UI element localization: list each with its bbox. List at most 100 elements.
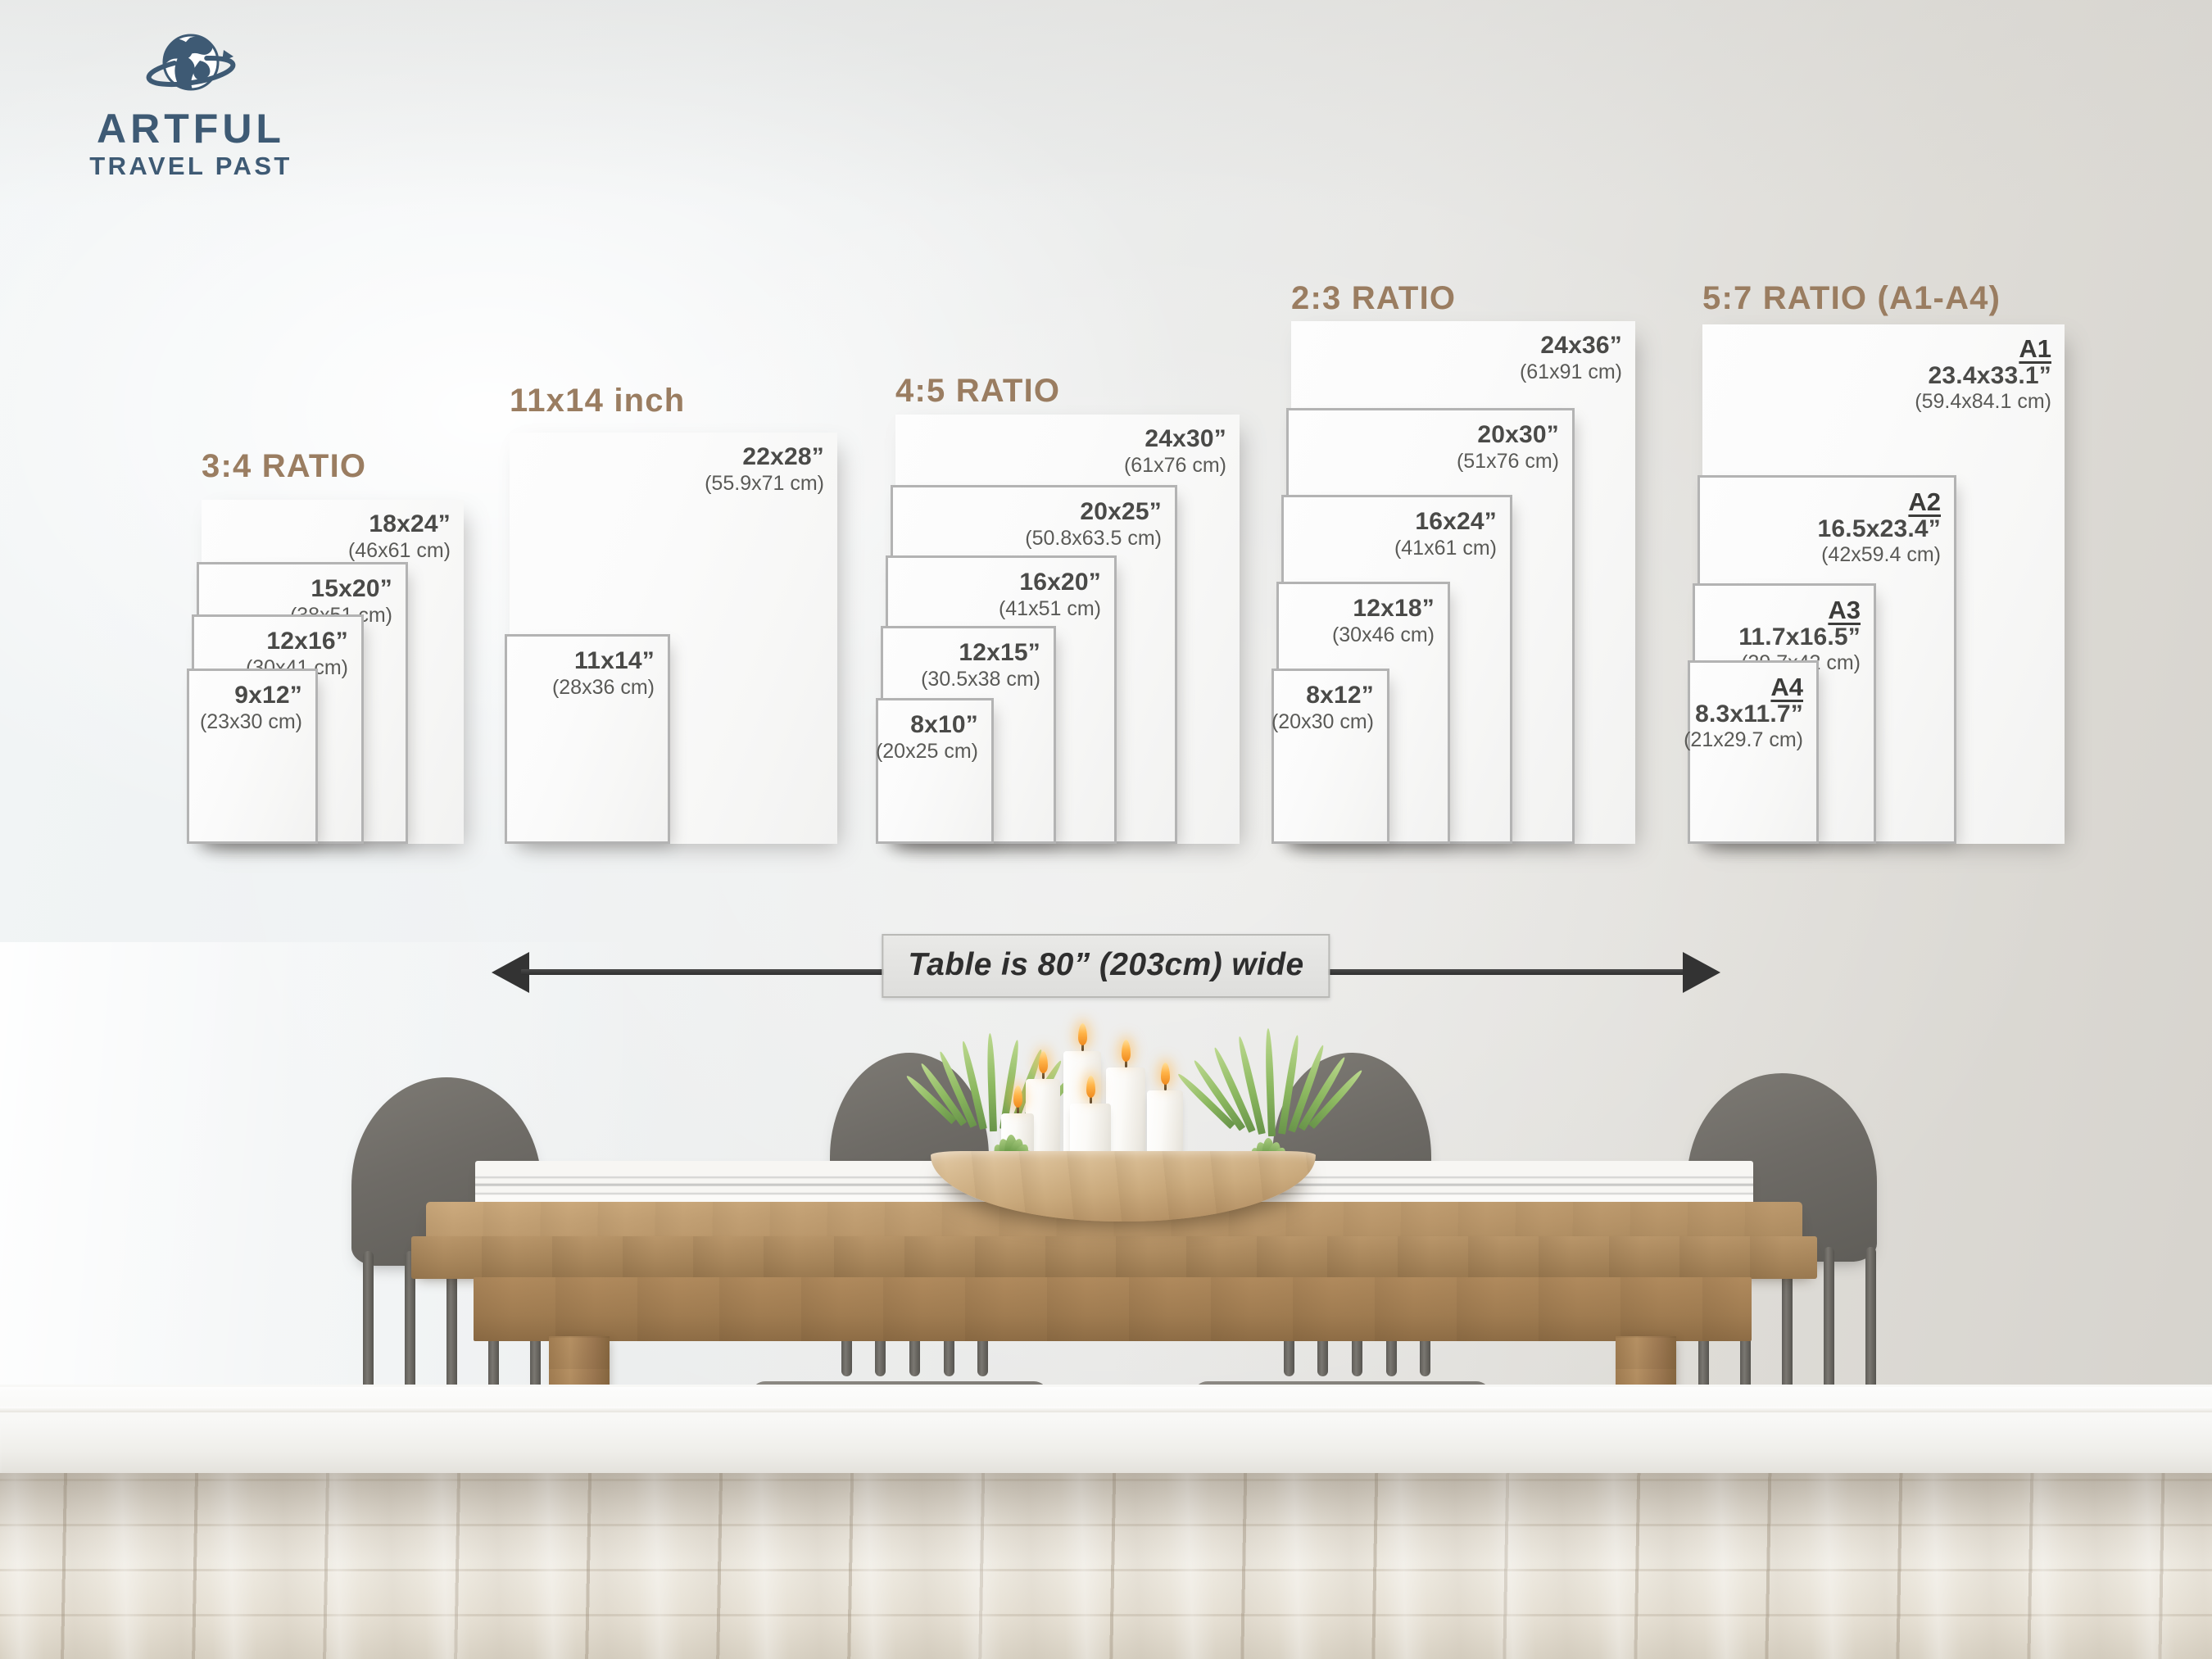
- frame-size-inches: 16x20”: [1019, 569, 1101, 596]
- frame-label: 8x12” (20x30 cm): [1271, 682, 1374, 734]
- frame-label: 20x30” (51x76 cm): [1457, 422, 1559, 474]
- candle-flame: [1038, 1051, 1048, 1073]
- frame-inch-11x14-1[interactable]: 11x14” (28x36 cm): [505, 634, 670, 844]
- frame-size-inches: 8.3x11.7”: [1695, 700, 1803, 728]
- frame-size-inches: 20x30”: [1477, 421, 1559, 448]
- frame-size-inches: 22x28”: [742, 443, 824, 470]
- chair-spindle: [1782, 1247, 1793, 1411]
- brand-logo[interactable]: ARTFUL TRAVEL PAST: [56, 25, 326, 179]
- frame-size-cm: (51x76 cm): [1456, 449, 1559, 473]
- candle-flame: [1160, 1063, 1170, 1085]
- measure-label-box: Table is 80” (203cm) wide: [882, 934, 1330, 998]
- pillar-candle: [1147, 1090, 1183, 1163]
- globe-orbit-icon: [56, 25, 326, 108]
- frame-size-code: A2: [1908, 487, 1941, 516]
- frame-size-cm: (23x30 cm): [199, 709, 302, 733]
- frame-size-cm: (42x59.4 cm): [1821, 543, 1941, 567]
- frame-label: 16x20” (41x51 cm): [999, 569, 1101, 621]
- frame-label: 24x36” (61x91 cm): [1520, 333, 1622, 384]
- frame-label: 9x12” (23x30 cm): [200, 682, 302, 734]
- chair-spindle: [1865, 1247, 1877, 1411]
- frame-label: 18x24” (46x61 cm): [348, 511, 451, 563]
- frame-size-cm: (30.5x38 cm): [921, 667, 1040, 691]
- frame-label: 12x16” (30x41 cm): [246, 628, 348, 680]
- frame-label: 22x28” (55.9x71 cm): [705, 444, 824, 496]
- frame-label: 11x14” (28x36 cm): [552, 648, 655, 700]
- table-edge: [411, 1236, 1817, 1279]
- frame-size-inches: 16.5x23.4”: [1817, 514, 1941, 542]
- frame-ratio-3-4-3[interactable]: 9x12” (23x30 cm): [187, 669, 318, 844]
- frame-label: 12x18” (30x46 cm): [1332, 596, 1435, 647]
- group-title-ratio-4-5: 4:5 RATIO: [895, 373, 1061, 409]
- candle-wick: [1041, 1072, 1045, 1079]
- frame-size-cm: (30x46 cm): [1331, 623, 1435, 646]
- candle-wick: [1089, 1096, 1092, 1104]
- baseboard: [0, 1385, 2212, 1476]
- frame-size-cm: (55.9x71 cm): [705, 471, 824, 495]
- frame-size-inches: 11.7x16.5”: [1738, 623, 1861, 650]
- frame-size-code: A1: [2019, 334, 2051, 363]
- frame-size-inches: 12x18”: [1353, 595, 1435, 622]
- candle-flame: [1013, 1086, 1022, 1108]
- group-title-ratio-5-7: 5:7 RATIO (A1-A4): [1702, 280, 2001, 316]
- frame-size-cm: (41x51 cm): [998, 596, 1101, 620]
- frame-size-cm: (41x61 cm): [1394, 536, 1497, 560]
- frame-label: A1 23.4x33.1” (59.4x84.1 cm): [1915, 334, 2051, 414]
- measure-label: Table is 80” (203cm) wide: [908, 947, 1304, 982]
- frame-size-inches: 16x24”: [1415, 508, 1497, 535]
- candle-wick: [1081, 1044, 1084, 1051]
- frame-label: 20x25” (50.8x63.5 cm): [1025, 499, 1162, 551]
- arrow-right-icon: [1683, 952, 1720, 993]
- frame-size-cm: (46x61 cm): [347, 538, 451, 562]
- frame-size-inches: 24x36”: [1540, 332, 1622, 359]
- candle-wick: [1163, 1083, 1167, 1090]
- frame-size-cm: (61x76 cm): [1123, 453, 1226, 477]
- chair-spindle: [446, 1251, 457, 1415]
- frame-label: 24x30” (61x76 cm): [1124, 426, 1226, 478]
- candle-flame: [1077, 1023, 1087, 1045]
- frame-size-inches: 12x16”: [266, 628, 348, 655]
- table-width-measure: Table is 80” (203cm) wide: [492, 934, 1720, 999]
- candle-flame: [1086, 1076, 1095, 1098]
- frame-label: 8x10” (20x25 cm): [876, 712, 978, 764]
- frame-size-inches: 9x12”: [234, 682, 302, 709]
- table-apron: [474, 1277, 1752, 1341]
- frame-size-inches: 23.4x33.1”: [1928, 361, 2051, 389]
- frame-label: 16x24” (41x61 cm): [1394, 509, 1497, 560]
- frame-size-inches: 18x24”: [369, 510, 451, 537]
- frame-size-code: A4: [1770, 673, 1803, 701]
- candle-wick: [1016, 1106, 1019, 1113]
- frame-ratio-2-3-4[interactable]: 8x12” (20x30 cm): [1271, 669, 1389, 844]
- wooden-bowl: [931, 1151, 1316, 1222]
- frame-label: A2 16.5x23.4” (42x59.4 cm): [1817, 487, 1941, 567]
- frame-size-cm: (28x36 cm): [551, 675, 655, 699]
- chair-spindle: [362, 1251, 374, 1415]
- frame-size-inches: 12x15”: [959, 639, 1040, 666]
- frame-size-code: A3: [1828, 596, 1861, 624]
- candle-wick: [1124, 1060, 1127, 1067]
- frame-size-inches: 20x25”: [1080, 498, 1162, 525]
- group-title-ratio-2-3: 2:3 RATIO: [1291, 280, 1457, 316]
- frame-size-cm: (50.8x63.5 cm): [1025, 526, 1162, 550]
- frame-size-inches: 15x20”: [310, 575, 392, 602]
- frame-size-cm: (59.4x84.1 cm): [1915, 390, 2051, 414]
- frame-ratio-5-7-3[interactable]: A4 8.3x11.7” (21x29.7 cm): [1684, 660, 1819, 844]
- chair-spindle: [1824, 1247, 1835, 1411]
- frame-label: A4 8.3x11.7” (21x29.7 cm): [1684, 673, 1803, 752]
- frame-label: 12x15” (30.5x38 cm): [921, 640, 1040, 691]
- pillar-candle: [1106, 1067, 1145, 1159]
- frame-size-inches: 11x14”: [574, 647, 655, 674]
- frame-size-inches: 24x30”: [1145, 425, 1226, 452]
- frame-ratio-4-5-4[interactable]: 8x10” (20x25 cm): [876, 698, 994, 844]
- frame-size-inches: 8x10”: [910, 711, 978, 738]
- frame-size-cm: (20x25 cm): [875, 739, 978, 763]
- chair-spindle: [404, 1251, 415, 1415]
- frame-size-cm: (61x91 cm): [1519, 360, 1622, 383]
- centerpiece: [901, 1023, 1365, 1222]
- frame-size-inches: 8x12”: [1306, 682, 1374, 709]
- brand-line-1: ARTFUL: [97, 106, 285, 152]
- brand-line-2: TRAVEL PAST: [89, 152, 292, 180]
- frame-size-cm: (21x29.7 cm): [1684, 728, 1803, 752]
- group-title-inch-11x14: 11x14 inch: [510, 383, 686, 419]
